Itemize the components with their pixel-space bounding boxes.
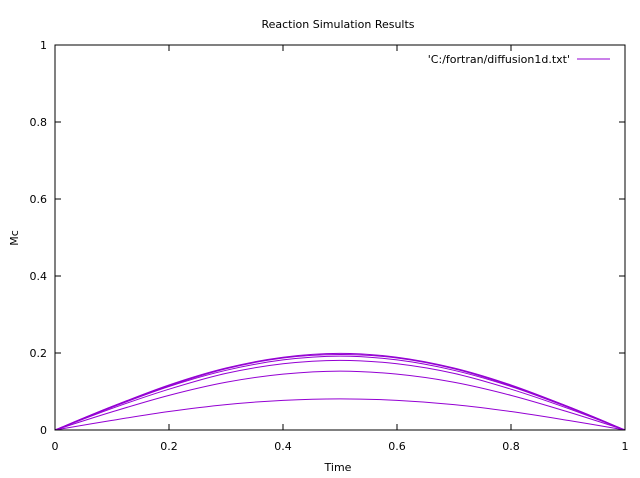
chart-title: Reaction Simulation Results — [261, 18, 414, 31]
x-tick-label: 0 — [52, 440, 59, 453]
x-tick-label: 0.4 — [274, 440, 292, 453]
x-tick-label: 1 — [622, 440, 629, 453]
series-line-4 — [54, 355, 626, 431]
series-line-5 — [54, 354, 626, 431]
y-axis-label: Mc — [8, 230, 21, 246]
y-tick-label: 0.4 — [30, 270, 48, 283]
series-line-1 — [54, 398, 626, 431]
x-tick-label: 0.2 — [160, 440, 178, 453]
series-line-2 — [54, 370, 626, 431]
x-axis-label: Time — [324, 461, 352, 474]
x-tick-label: 0.8 — [502, 440, 520, 453]
y-tick-label: 1 — [40, 39, 47, 52]
series-line-3 — [54, 359, 626, 431]
x-tick-label: 0.6 — [388, 440, 406, 453]
y-tick-label: 0 — [40, 424, 47, 437]
series-line-6 — [54, 352, 626, 431]
plot-frame — [54, 44, 626, 431]
y-tick-label: 0.2 — [30, 347, 48, 360]
y-tick-label: 0.6 — [30, 193, 48, 206]
legend-label: 'C:/fortran/diffusion1d.txt' — [428, 53, 570, 66]
y-tick-label: 0.8 — [30, 116, 48, 129]
